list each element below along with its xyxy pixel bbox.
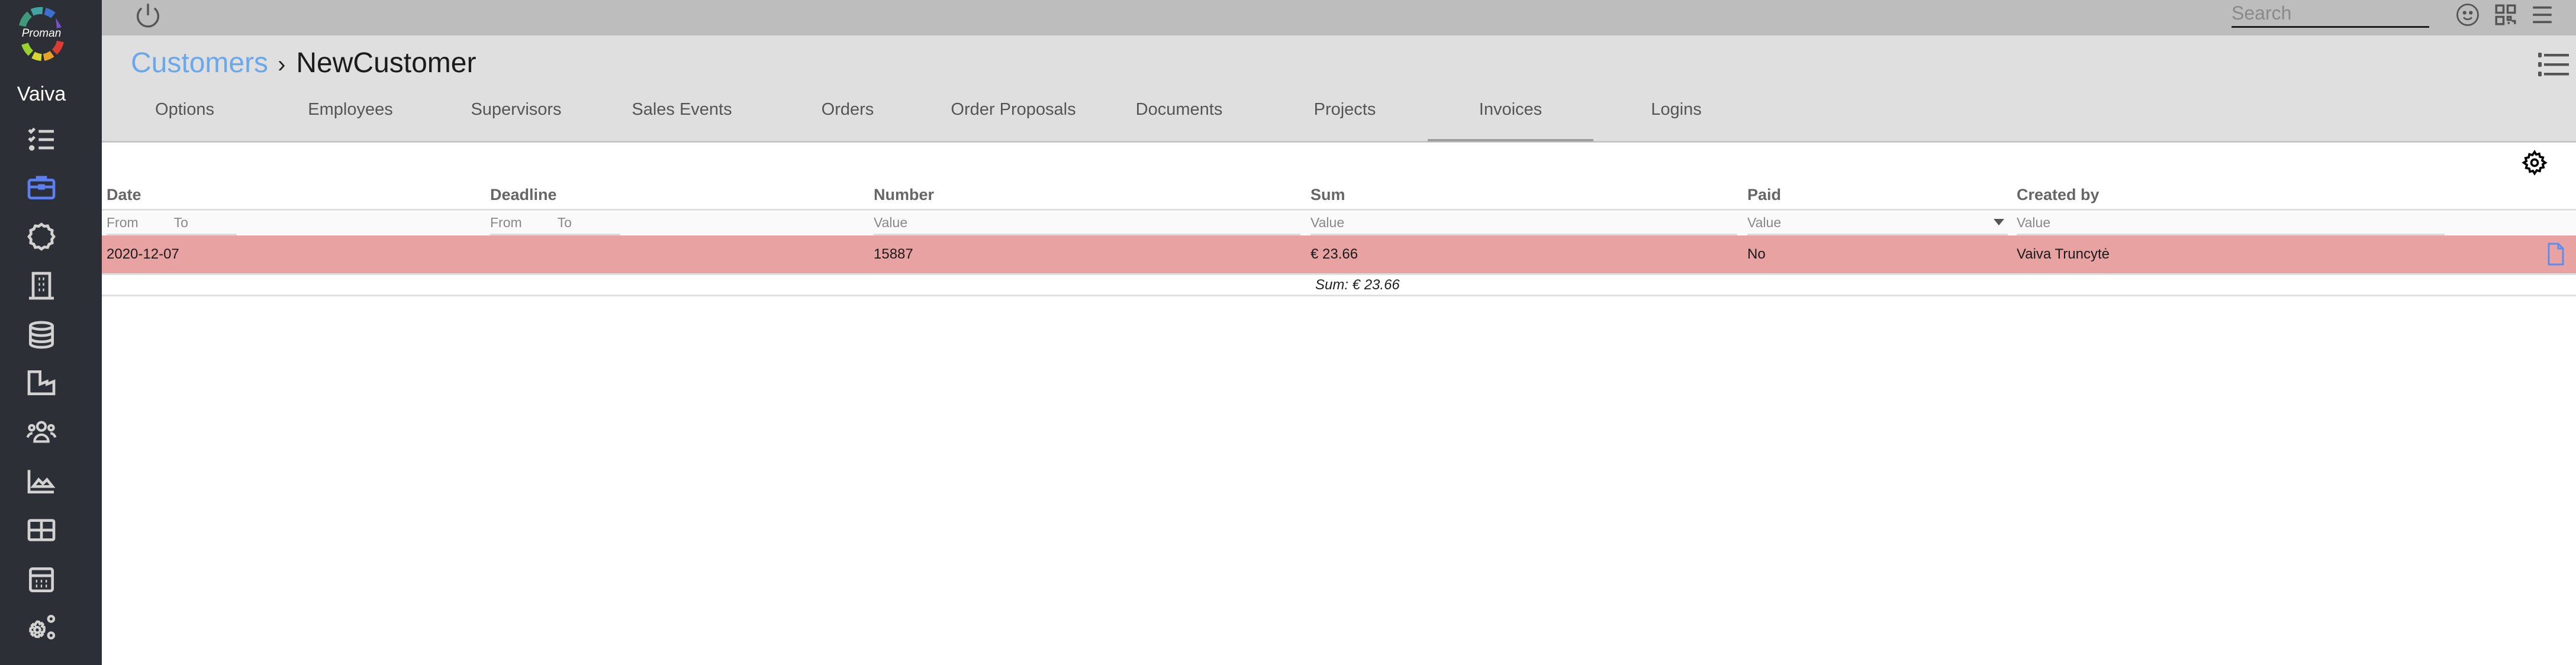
date-to-input[interactable]: To [173, 215, 188, 230]
checklist-icon[interactable] [25, 123, 58, 156]
sum-total: Sum: € 23.66 [1315, 277, 1400, 293]
dropdown-arrow-icon[interactable] [1994, 219, 2004, 225]
date-filter[interactable]: From To [107, 212, 237, 235]
number-filter-input[interactable]: Value [874, 212, 1300, 235]
paid-filter-placeholder: Value [1747, 215, 1782, 230]
table-row[interactable]: 2020-12-07 15887 € 23.66 No Vaiva Truncy… [102, 235, 2576, 273]
cell-sum: € 23.66 [1310, 246, 1358, 262]
tab-logins[interactable]: Logins [1651, 100, 1702, 119]
tab-documents[interactable]: Documents [1135, 100, 1223, 119]
users-icon[interactable] [25, 415, 58, 448]
column-header-created-by[interactable]: Created by [2017, 186, 2100, 204]
gear-icon[interactable] [2522, 150, 2548, 176]
paid-filter-select[interactable]: Value [1747, 212, 2008, 235]
breadcrumb-customers-link[interactable]: Customers [131, 47, 269, 79]
column-header-deadline[interactable]: Deadline [490, 186, 557, 204]
divider [102, 209, 2576, 211]
settings-gears-icon[interactable] [25, 611, 58, 644]
divider [102, 273, 2576, 275]
divider [102, 295, 2576, 296]
database-icon[interactable] [25, 318, 58, 351]
number-filter-placeholder: Value [874, 215, 908, 230]
page-title: NewCustomer [296, 47, 476, 79]
smiley-icon[interactable] [2455, 2, 2480, 27]
tab-order-proposals[interactable]: Order Proposals [951, 100, 1076, 119]
tab-bar: Options Employees Supervisors Sales Even… [102, 92, 1759, 143]
column-header-paid[interactable]: Paid [1747, 186, 1782, 204]
breadcrumb: Customers › NewCustomer [131, 46, 476, 82]
building-icon[interactable] [25, 269, 58, 302]
page-header: Customers › NewCustomer Options Employees … [102, 35, 2576, 143]
table-icon[interactable] [25, 514, 58, 547]
chevron-right-icon: › [278, 51, 286, 78]
created-by-filter-placeholder: Value [2017, 215, 2051, 230]
deadline-to-input[interactable]: To [557, 215, 572, 230]
cell-date: 2020-12-07 [107, 246, 179, 262]
sum-filter-placeholder: Value [1310, 215, 1345, 230]
sidebar: Proman Vaiva [0, 0, 102, 665]
user-name[interactable]: Vaiva [17, 83, 66, 105]
cell-paid: No [1747, 246, 1766, 262]
list-view-icon[interactable] [2537, 50, 2570, 79]
calculator-icon[interactable] [25, 563, 58, 596]
proman-logo[interactable]: Proman [12, 4, 71, 63]
area-chart-icon[interactable] [25, 464, 58, 498]
column-header-sum[interactable]: Sum [1310, 186, 1345, 204]
tab-projects[interactable]: Projects [1313, 100, 1376, 119]
deadline-filter[interactable]: From To [490, 212, 620, 235]
filter-row [102, 211, 2576, 234]
column-header-number[interactable]: Number [874, 186, 935, 204]
sum-filter-input[interactable]: Value [1310, 212, 1737, 235]
date-from-input[interactable]: From [107, 215, 139, 230]
tab-employees[interactable]: Employees [308, 100, 393, 119]
tab-orders[interactable]: Orders [821, 100, 874, 119]
power-icon[interactable] [133, 1, 163, 32]
created-by-filter-input[interactable]: Value [2017, 212, 2445, 235]
tab-sales-events[interactable]: Sales Events [632, 100, 732, 119]
deadline-from-input[interactable]: From [490, 215, 522, 230]
search-input[interactable] [2232, 0, 2429, 26]
cell-number: 15887 [874, 246, 913, 262]
cell-created-by: Vaiva Truncytė [2017, 246, 2110, 262]
search-field[interactable] [2232, 0, 2429, 28]
tab-options[interactable]: Options [155, 100, 214, 119]
factory-icon[interactable] [25, 366, 58, 399]
tab-supervisors[interactable]: Supervisors [471, 100, 562, 119]
top-bar [102, 0, 2576, 35]
briefcase-icon[interactable] [25, 170, 58, 204]
document-icon[interactable] [2547, 243, 2565, 266]
column-header-date[interactable]: Date [107, 186, 141, 204]
menu-icon[interactable] [2530, 2, 2555, 27]
badge-icon[interactable] [25, 220, 58, 253]
svg-text:Proman: Proman [22, 27, 62, 40]
invoices-panel: Date Deadline Number Sum Paid Created by… [102, 144, 2576, 665]
tab-invoices[interactable]: Invoices [1428, 92, 1593, 143]
qr-code-icon[interactable] [2493, 2, 2518, 27]
